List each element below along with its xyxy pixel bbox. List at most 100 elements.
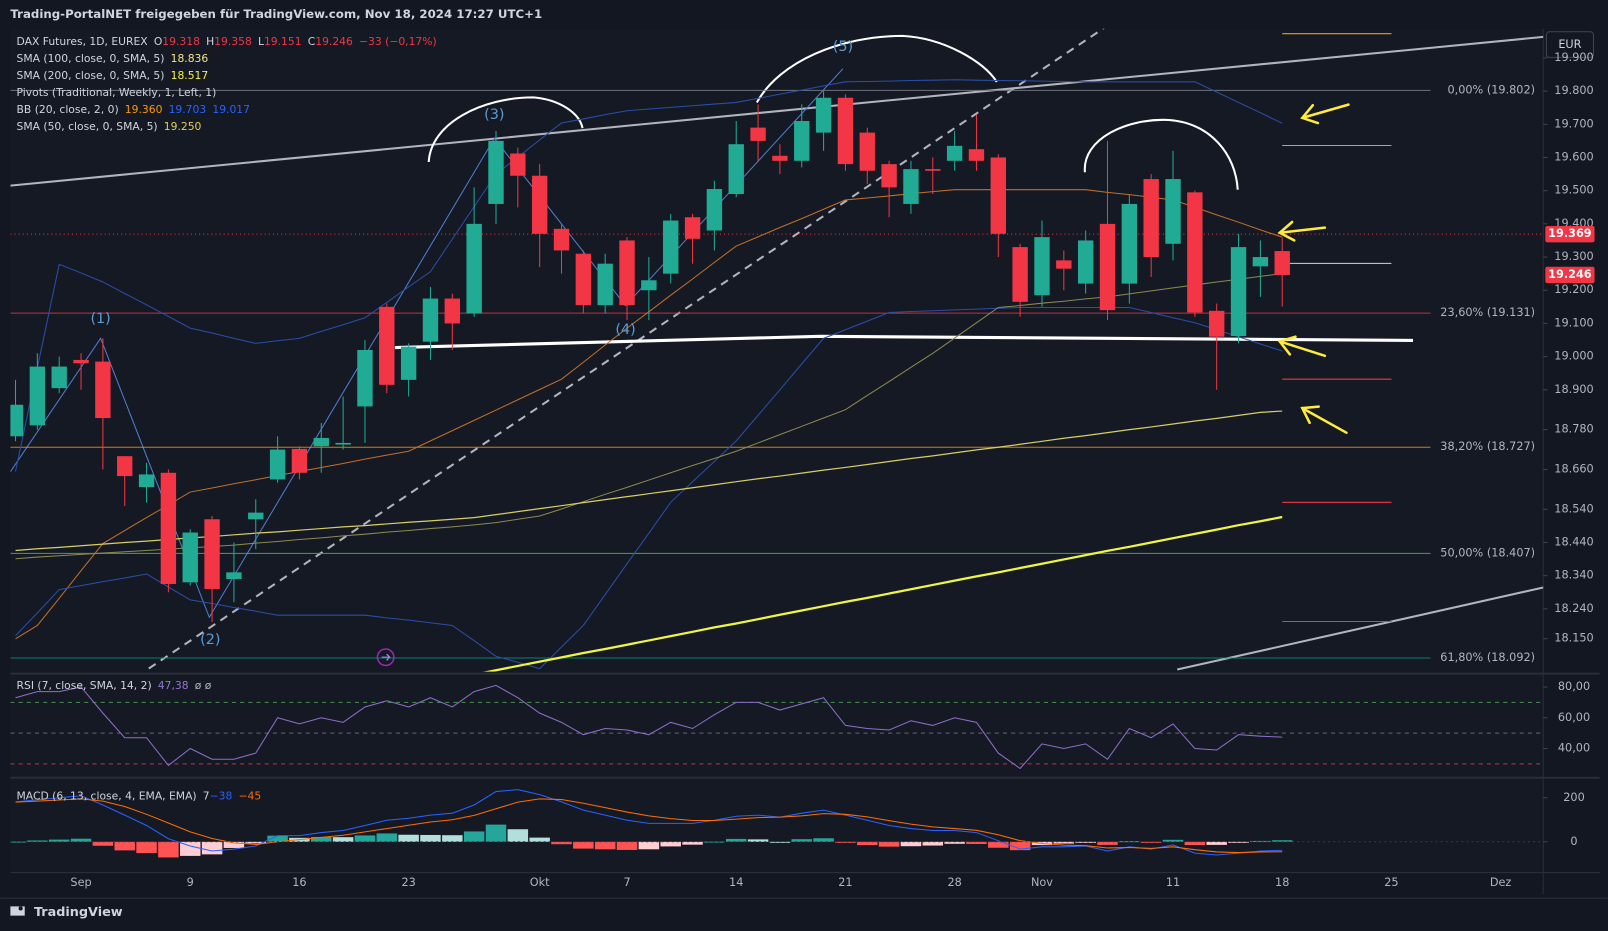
legend-value: −33 (−0,17%) [359, 35, 437, 48]
y-tick-label: 0 [1570, 835, 1577, 848]
macd-histogram-bar [158, 841, 179, 858]
macd-histogram-bar [1075, 841, 1096, 843]
wave-label: (5) [833, 39, 853, 55]
y-tick-label: 19.600 [1554, 150, 1593, 163]
candle-body [1187, 192, 1203, 313]
legend-value: 19.246 [315, 35, 353, 48]
macd-histogram-bar [1009, 841, 1031, 851]
y-tick-label: 80,00 [1558, 680, 1590, 693]
macd-histogram-bar [813, 838, 834, 842]
legend-value: ø ø [195, 679, 212, 692]
macd-histogram-bar [1097, 841, 1118, 845]
y-tick-label: 19.100 [1554, 316, 1593, 329]
y-tick-label: 40,00 [1558, 742, 1590, 755]
macd-histogram-bar [900, 841, 922, 847]
legend-value: C [308, 35, 316, 48]
x-tick-label: 18 [1275, 876, 1289, 889]
macd-histogram-bar [267, 835, 288, 842]
macd-histogram-bar [1250, 840, 1271, 842]
candle-body [226, 572, 242, 579]
price-label: 19.369 [1548, 227, 1592, 240]
currency[interactable]: EUR [1558, 38, 1581, 51]
macd-histogram-bar [420, 834, 441, 842]
candle-body [597, 263, 613, 306]
candle-body [706, 189, 723, 231]
legend-value: 19.151 [264, 35, 302, 48]
y-tick-label: 19.700 [1554, 117, 1593, 130]
y-tick-label: 18.240 [1554, 602, 1593, 615]
price-label-box [1545, 225, 1595, 243]
candle-body [291, 448, 308, 473]
macd-histogram-bar [70, 838, 92, 842]
legend-row: Pivots (Traditional, Weekly, 1, Left, 1) [17, 86, 217, 99]
drawings [10, 28, 1544, 671]
x-tick-label: 21 [838, 876, 852, 889]
x-tick-label: Sep [70, 876, 91, 889]
x-tick-label: 25 [1384, 876, 1398, 889]
macd-histogram-bar [485, 824, 507, 842]
plot-area [10, 28, 1544, 872]
price-pane: 0,00% (19.802) 23,60% (19.131) 38,20% (18.… [10, 33, 1544, 672]
annotation-arrow [1277, 220, 1327, 242]
dashed-trendline [148, 28, 1105, 670]
event-icon-arrow [381, 653, 391, 661]
macd-histogram-bar [769, 841, 791, 843]
candle-body [379, 306, 395, 385]
legend-value: 19.250 [164, 120, 202, 133]
macd-histogram-bar [27, 840, 48, 842]
legend-value: 18.517 [171, 69, 209, 82]
indicator-line [483, 515, 1283, 672]
candle-body [269, 449, 286, 480]
macd-histogram-bar [791, 839, 812, 842]
macd-histogram-bar [725, 838, 747, 842]
legend-name: DAX Futures, 1D, EUREX [17, 35, 149, 48]
y-tick-label: 200 [1563, 791, 1585, 804]
macd-histogram-bar [922, 841, 944, 846]
macd-histogram-bar [48, 839, 70, 842]
candle-body [10, 404, 24, 437]
candle-body [1230, 247, 1247, 337]
macd-histogram-bar [878, 841, 900, 847]
candle-body [488, 140, 504, 204]
macd-histogram-bar [376, 833, 398, 842]
y-tick-label: 18.150 [1554, 632, 1593, 645]
macd-histogram-bar [573, 841, 594, 849]
y-tick-label: 18.660 [1554, 462, 1593, 475]
macd-histogram-bar [1053, 841, 1075, 844]
wave-label: (3) [484, 107, 504, 123]
y-tick-label: 19.900 [1554, 51, 1593, 64]
y-tick-label: 18.440 [1554, 535, 1593, 548]
macd-histogram-bar [966, 841, 987, 845]
macd-histogram-bar [354, 835, 376, 842]
footer-logo [10, 906, 25, 916]
x-tick-label: 16 [292, 876, 306, 889]
candle-body [1077, 240, 1094, 284]
legend-value: O [154, 35, 162, 48]
legend-value: 47,38 [158, 679, 189, 692]
candle-body [859, 132, 875, 171]
candle-body [204, 519, 220, 589]
candle-body [1165, 179, 1181, 244]
legend-row: DAX Futures, 1D, EUREX O19.318 H19.358 L19.… [17, 35, 437, 48]
x-tick-label: Dez [1490, 876, 1512, 889]
candle-body [1274, 251, 1290, 275]
candle-body [815, 97, 832, 133]
candle-body [422, 298, 439, 342]
fib-label: 61,80% (18.092) [1440, 651, 1535, 664]
y-tick-label: 19.000 [1554, 350, 1593, 363]
x-tick-label: 14 [729, 876, 743, 889]
candle-body [73, 359, 89, 364]
macd-histogram-bar [551, 841, 572, 845]
currency-box[interactable] [1545, 31, 1595, 58]
candle-body [51, 366, 67, 389]
macd-histogram-bar [682, 841, 703, 845]
candle-body [466, 223, 482, 314]
legend-value: H [206, 35, 214, 48]
x-tick-label: 11 [1166, 876, 1180, 889]
candle-body [728, 144, 744, 194]
shoulder-arc [1083, 118, 1239, 190]
candle-body [1143, 179, 1159, 258]
macd-histogram-bar [1228, 841, 1249, 843]
legend-value: −38 [210, 790, 233, 803]
